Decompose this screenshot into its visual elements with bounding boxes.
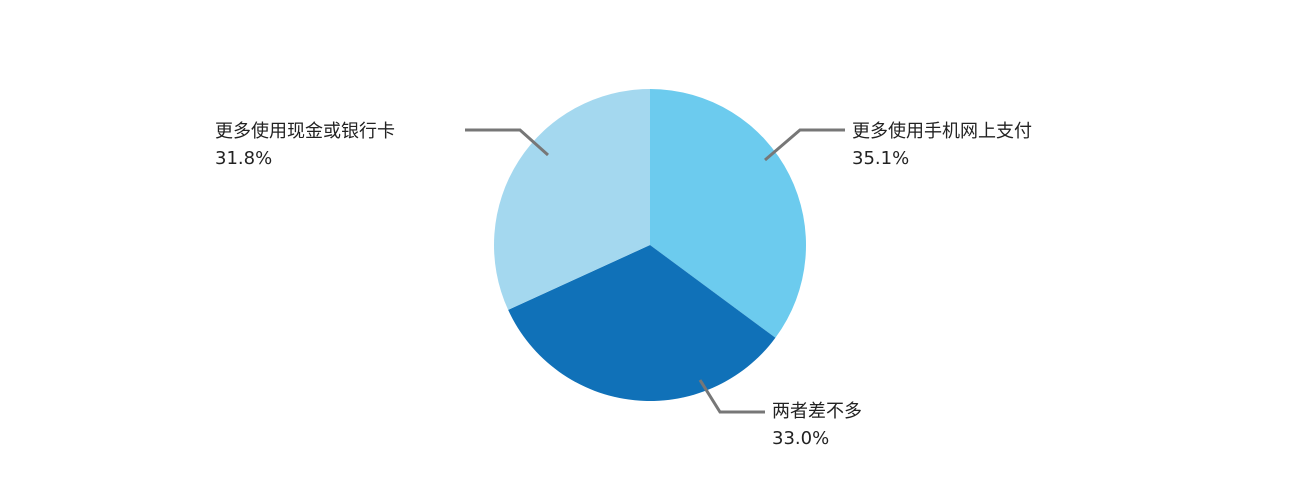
leader-line [698, 379, 765, 414]
slice-label: 更多使用手机网上支付 [852, 121, 1032, 142]
slice-label: 两者差不多 [772, 401, 862, 422]
slice-value-label: 35.1% [852, 148, 909, 169]
slice-value-label: 31.8% [215, 148, 272, 169]
slice-label: 更多使用现金或银行卡 [215, 121, 395, 142]
leader-line [465, 128, 549, 157]
leader-line [764, 128, 845, 162]
pie-slice [494, 89, 650, 310]
slice-value-label: 33.0% [772, 428, 829, 449]
pie-slice [508, 245, 776, 401]
pie-slice [650, 89, 806, 338]
